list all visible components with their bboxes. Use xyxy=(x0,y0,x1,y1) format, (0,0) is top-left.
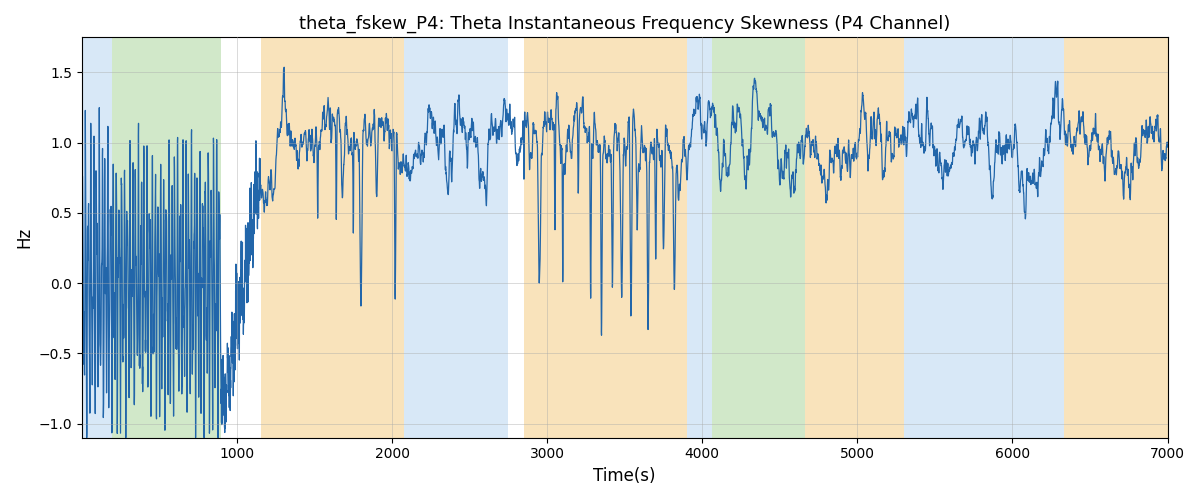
Bar xyxy=(904,38,1063,438)
Bar xyxy=(712,38,805,438)
Bar xyxy=(805,38,904,438)
Bar xyxy=(686,38,712,438)
Bar xyxy=(112,38,221,438)
Bar xyxy=(524,38,686,438)
Bar xyxy=(82,38,112,438)
Y-axis label: Hz: Hz xyxy=(14,227,32,248)
Bar xyxy=(404,38,509,438)
Bar xyxy=(262,38,404,438)
Title: theta_fskew_P4: Theta Instantaneous Frequency Skewness (P4 Channel): theta_fskew_P4: Theta Instantaneous Freq… xyxy=(299,15,950,34)
X-axis label: Time(s): Time(s) xyxy=(594,467,656,485)
Bar xyxy=(1063,38,1168,438)
